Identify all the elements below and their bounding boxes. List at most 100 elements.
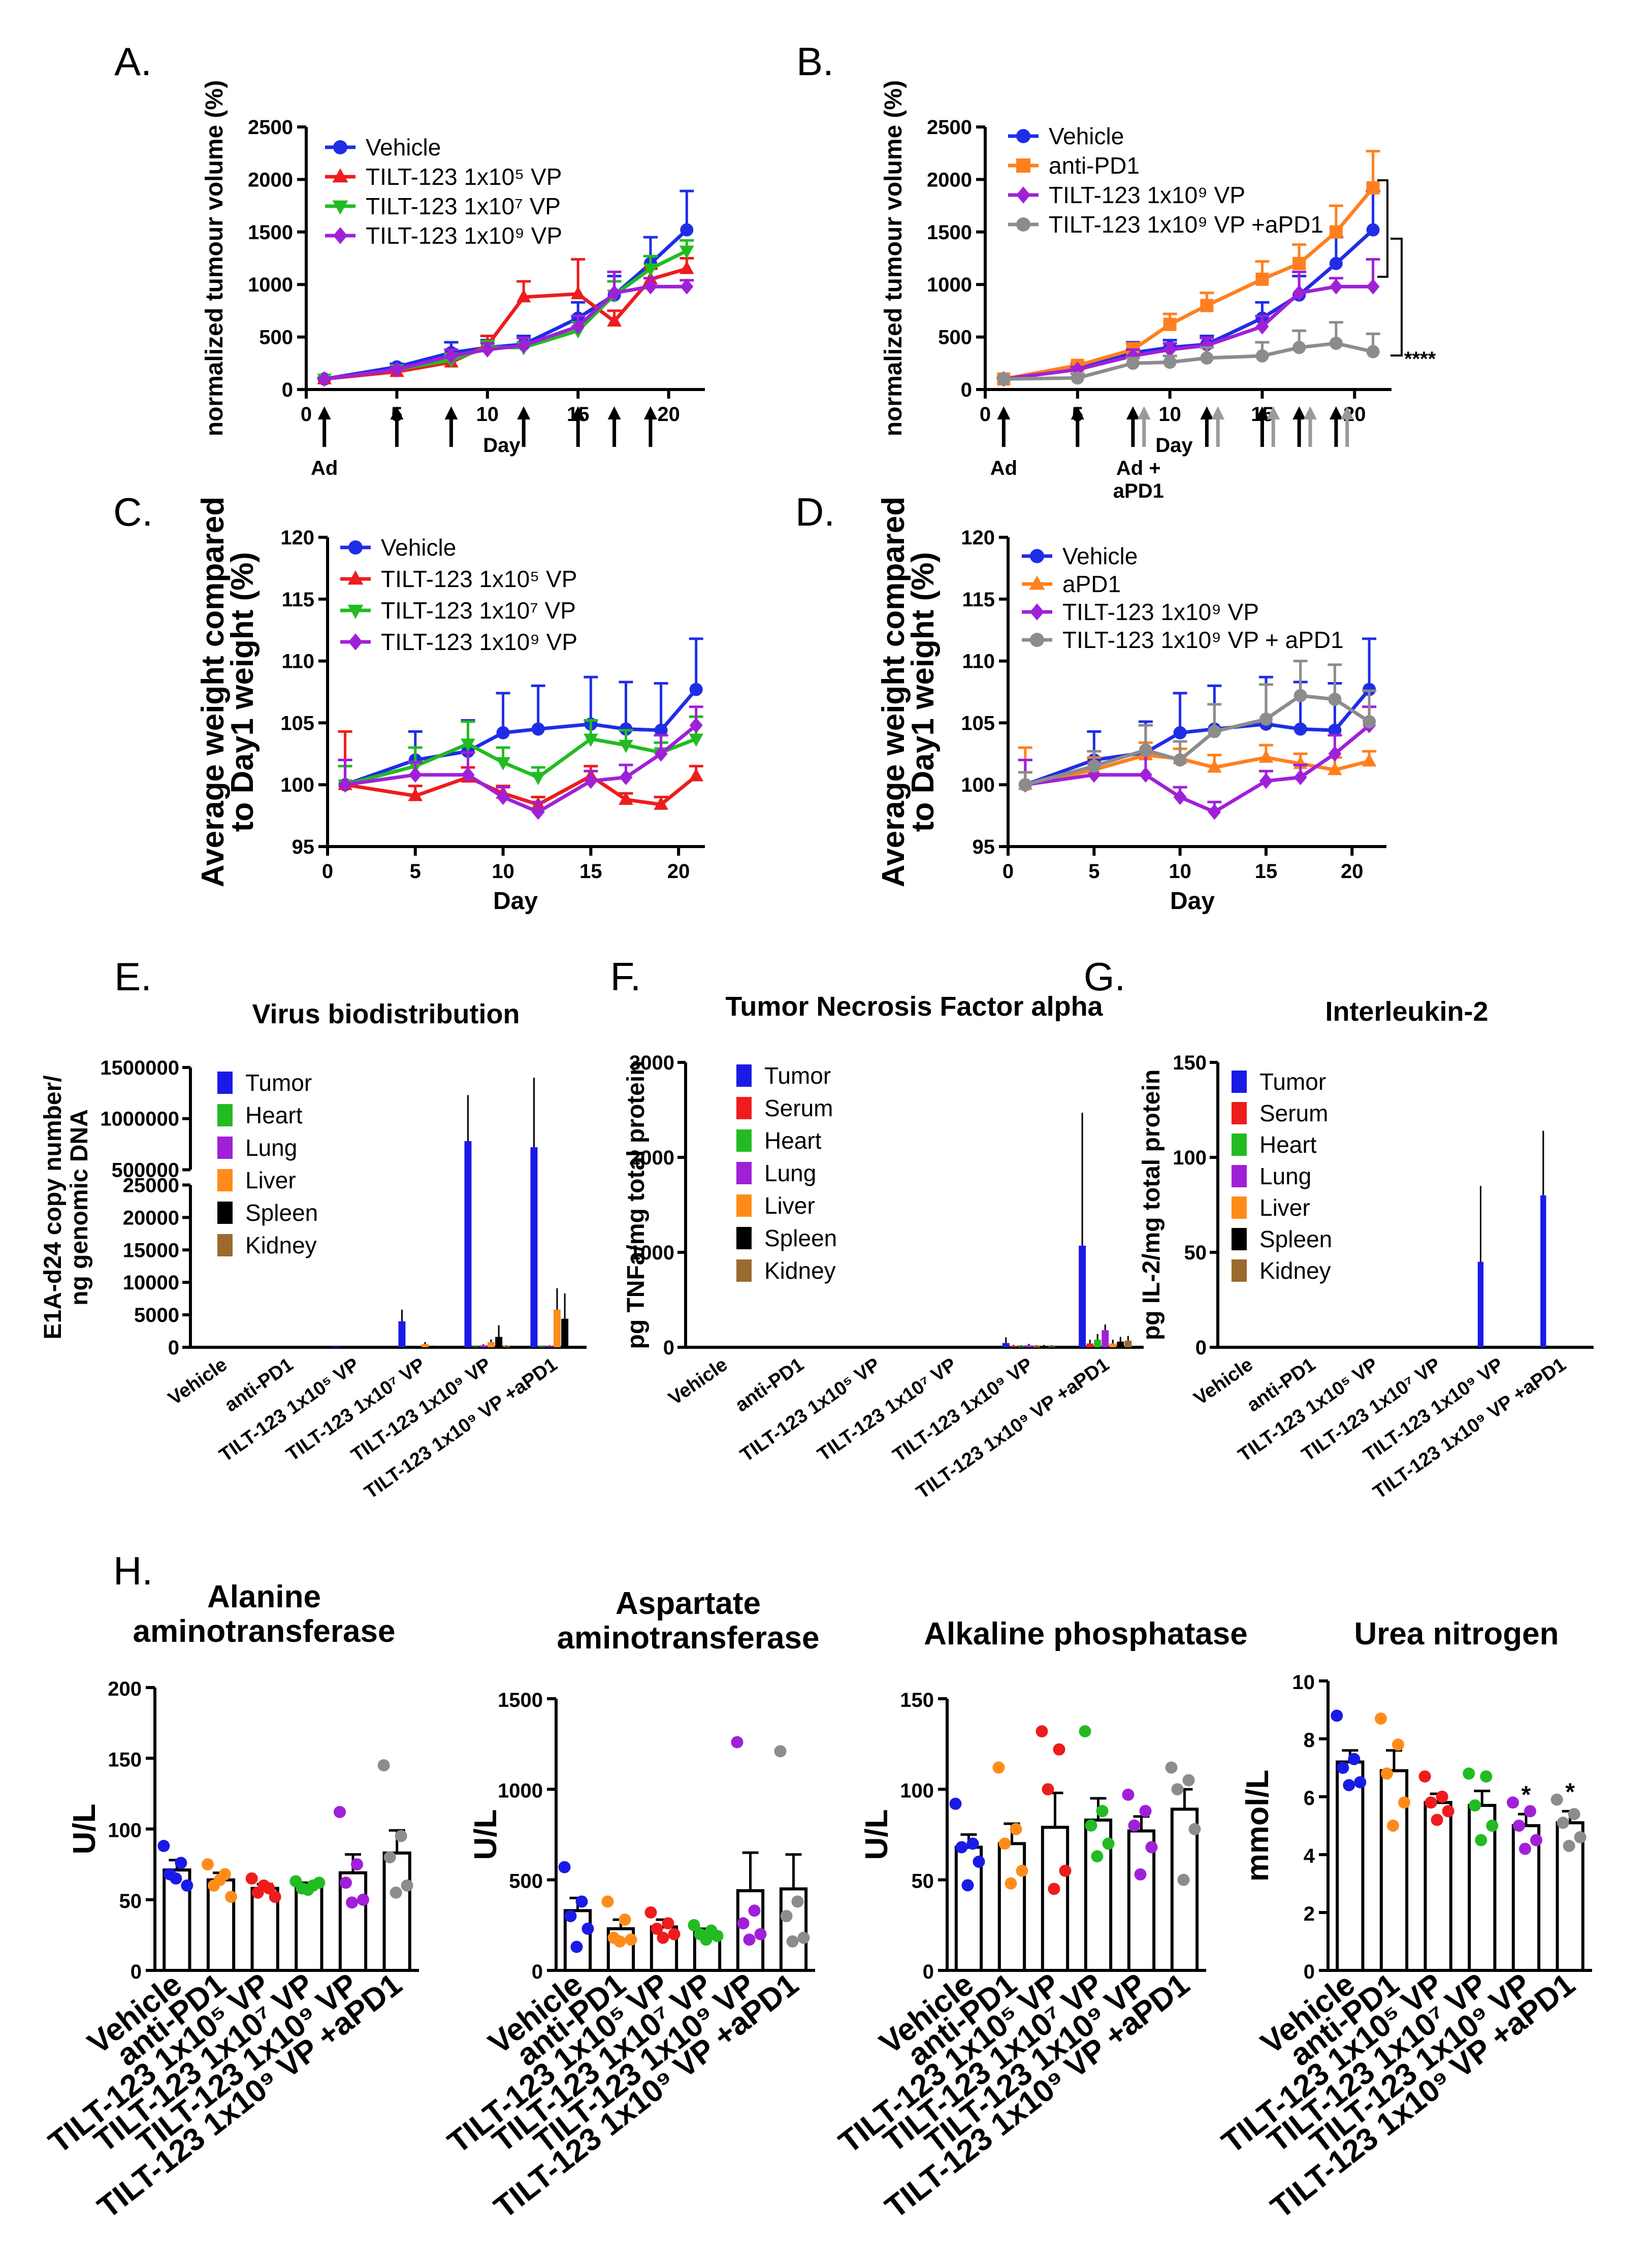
legend-label: TILT-123 1x10⁹ VP xyxy=(1049,182,1245,208)
x-tick-label: 0 xyxy=(301,403,312,426)
data-point xyxy=(1177,1873,1190,1886)
y-tick-label: 105 xyxy=(280,712,314,734)
data-point xyxy=(1366,181,1380,195)
data-point xyxy=(1208,725,1221,738)
data-point xyxy=(1163,341,1177,358)
bar xyxy=(472,1346,479,1347)
legend-marker xyxy=(1016,129,1030,143)
legend-marker xyxy=(1030,603,1044,621)
data-point xyxy=(1207,759,1222,773)
y-tick-label: 25000 xyxy=(123,1174,179,1196)
data-point xyxy=(1337,1762,1349,1774)
legend-swatch xyxy=(736,1194,752,1217)
x-tick-label: 20 xyxy=(1341,860,1364,883)
legend-label: Vehicle xyxy=(366,134,441,160)
data-point xyxy=(390,362,404,378)
data-point xyxy=(680,278,694,295)
legend-swatch xyxy=(217,1169,233,1191)
y-tick-label: 2500 xyxy=(927,116,972,139)
bar xyxy=(554,1309,561,1347)
legend-marker xyxy=(1016,158,1030,173)
arrow-head xyxy=(1255,406,1269,419)
data-point xyxy=(1329,337,1343,350)
data-point xyxy=(662,1917,674,1930)
data-point xyxy=(668,1928,681,1940)
data-point xyxy=(175,1857,187,1869)
legend-label: Spleen xyxy=(764,1225,837,1251)
data-point xyxy=(1398,1796,1410,1809)
arrow-head xyxy=(997,406,1011,419)
data-point xyxy=(357,1893,369,1906)
panel-a: 0500100015002000250005101520normalized t… xyxy=(201,80,705,479)
data-point xyxy=(1328,746,1342,762)
arrow-head xyxy=(1211,406,1225,419)
bar xyxy=(1048,1346,1055,1347)
y-axis-label: pg TNFa/mg total protein xyxy=(623,1061,650,1349)
data-point xyxy=(346,1896,358,1909)
bar xyxy=(530,1147,538,1347)
bar xyxy=(429,1346,437,1347)
y-axis-label: E1A-d24 copy number/ xyxy=(40,1075,67,1339)
legend-label: Tumor xyxy=(245,1070,312,1096)
y-tick-label: 6 xyxy=(1304,1787,1315,1809)
data-point xyxy=(689,717,703,733)
arrow-head xyxy=(517,406,531,419)
y-tick-label: 10000 xyxy=(123,1272,179,1294)
data-point xyxy=(1200,299,1214,312)
data-point xyxy=(689,768,704,782)
bar xyxy=(1094,1340,1102,1347)
legend-swatch xyxy=(1232,1133,1247,1156)
y-tick-label: 120 xyxy=(280,527,314,549)
legend-entry: aPD1 xyxy=(1022,571,1121,597)
data-point xyxy=(1071,371,1084,385)
legend-swatch xyxy=(217,1137,233,1159)
y-tick-label: 500000 xyxy=(112,1159,179,1181)
data-point xyxy=(1563,1839,1575,1852)
x-tick-label: 20 xyxy=(657,403,680,426)
arrow-icon xyxy=(1200,406,1214,447)
data-point xyxy=(383,1851,396,1864)
data-point xyxy=(601,1895,614,1908)
legend-label: Spleen xyxy=(1259,1226,1332,1252)
data-point xyxy=(408,767,422,783)
data-point xyxy=(1087,759,1101,773)
data-point xyxy=(1469,1799,1481,1812)
y-tick-label: 500 xyxy=(938,327,972,349)
y-tick-label: 115 xyxy=(281,589,314,611)
data-point xyxy=(1366,345,1380,359)
legend-swatch xyxy=(736,1162,752,1184)
data-point xyxy=(1329,256,1343,270)
y-tick-label: 110 xyxy=(281,651,314,673)
data-point xyxy=(1173,726,1187,739)
data-point xyxy=(1139,1805,1152,1818)
data-point xyxy=(480,341,494,358)
series-TILT-123 1x10⁹ VP xyxy=(996,258,1380,387)
legend-label: TILT-123 1x10⁹ VP xyxy=(366,222,562,249)
figure-root: A.0500100015002000250005101520normalized… xyxy=(40,39,1594,2225)
legend-label: Tumor xyxy=(1259,1068,1326,1095)
data-point xyxy=(754,1928,767,1940)
y-tick-label: 1500 xyxy=(498,1689,543,1711)
data-point xyxy=(581,1922,594,1935)
data-point xyxy=(1348,1753,1361,1765)
data-point xyxy=(1328,724,1342,737)
legend-entry: Vehicle xyxy=(1008,123,1124,149)
legend-label: TILT-123 1x10⁹ VP xyxy=(1062,599,1259,625)
y-tick-label: 2000 xyxy=(927,169,972,191)
legend-swatch xyxy=(1232,1259,1247,1282)
data-point xyxy=(689,683,703,696)
arrow-head xyxy=(1304,406,1317,419)
legend-entry: TILT-123 1x10⁷ VP xyxy=(325,193,561,219)
y-axis-label: Average weight compared xyxy=(196,497,231,888)
arrow-head xyxy=(1137,406,1151,419)
data-point xyxy=(225,1891,237,1903)
data-point xyxy=(973,1856,985,1868)
legend-marker xyxy=(1030,549,1044,563)
y-tick-label: 150 xyxy=(108,1748,142,1771)
y-axis-label: Average weight compared xyxy=(876,497,911,888)
data-point xyxy=(571,318,585,335)
legend-label: Spleen xyxy=(245,1200,318,1226)
data-point xyxy=(1507,1796,1519,1809)
data-point xyxy=(444,348,458,364)
